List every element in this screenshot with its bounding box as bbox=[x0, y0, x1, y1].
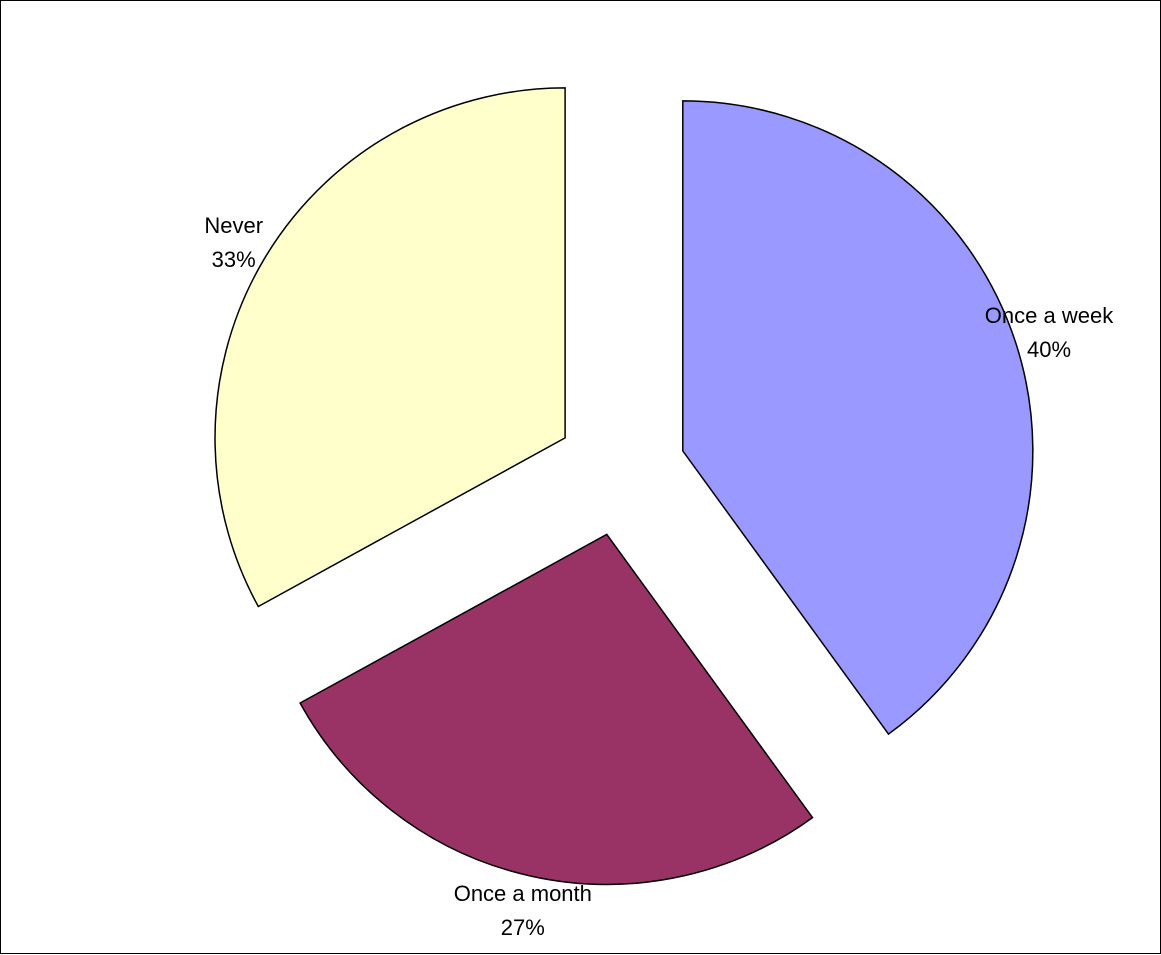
pie-slice-once-a-month bbox=[299, 533, 814, 886]
pie-slice-never bbox=[214, 87, 566, 608]
pie-label-category: Once a week bbox=[985, 303, 1114, 328]
pie-slice-once-a-week bbox=[682, 100, 1034, 736]
pie-labels: Once a week 40% Once a month 27% Never 33% bbox=[204, 213, 1114, 940]
pie-label-once-a-month: Once a month 27% bbox=[454, 881, 592, 940]
pie-slices bbox=[214, 87, 1034, 886]
pie-label-category: Never bbox=[204, 213, 263, 238]
pie-label-never: Never 33% bbox=[204, 213, 263, 272]
pie-label-once-a-week: Once a week 40% bbox=[985, 303, 1114, 362]
pie-label-percent: 33% bbox=[212, 247, 256, 272]
pie-label-percent: 27% bbox=[501, 915, 545, 940]
pie-label-percent: 40% bbox=[1027, 337, 1071, 362]
pie-label-category: Once a month bbox=[454, 881, 592, 906]
